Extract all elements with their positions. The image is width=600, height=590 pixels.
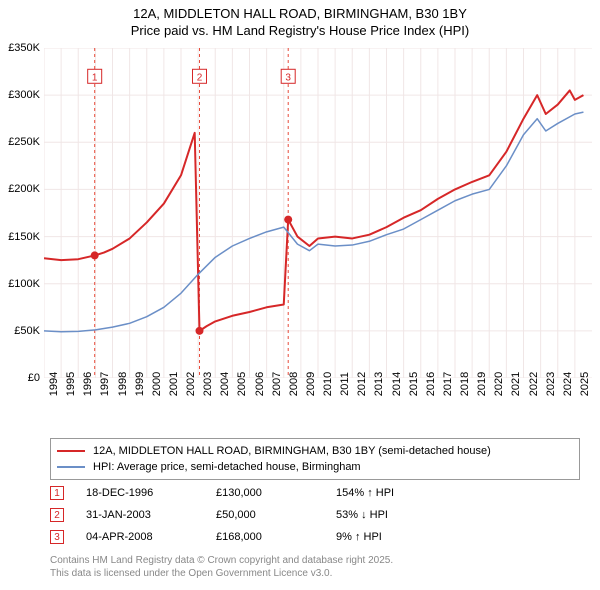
events-table: 1 18-DEC-1996 £130,000 154% ↑ HPI 2 31-J…	[50, 482, 456, 548]
xtick-label: 2011	[339, 372, 351, 396]
chart-container: 12A, MIDDLETON HALL ROAD, BIRMINGHAM, B3…	[0, 0, 600, 590]
legend-label-2: HPI: Average price, semi-detached house,…	[93, 461, 361, 473]
event-date-3: 04-APR-2008	[86, 531, 216, 543]
xtick-label: 2007	[271, 372, 283, 396]
svg-text:1: 1	[92, 72, 98, 83]
legend: 12A, MIDDLETON HALL ROAD, BIRMINGHAM, B3…	[50, 438, 580, 480]
xtick-label: 2017	[442, 372, 454, 396]
plot-area: 1 2 3	[44, 48, 592, 378]
footer-line-1: Contains HM Land Registry data © Crown c…	[50, 554, 393, 567]
xtick-label: 1994	[48, 372, 60, 396]
legend-label-1: 12A, MIDDLETON HALL ROAD, BIRMINGHAM, B3…	[93, 445, 491, 457]
xtick-label: 2019	[476, 372, 488, 396]
svg-text:3: 3	[285, 72, 291, 83]
xtick-label: 2018	[459, 372, 471, 396]
legend-swatch-2	[57, 466, 85, 468]
chart-svg: 1 2 3	[44, 48, 592, 378]
xtick-label: 2006	[254, 372, 266, 396]
event-hpi-3: 9% ↑ HPI	[336, 531, 456, 543]
event-date-2: 31-JAN-2003	[86, 509, 216, 521]
xtick-label: 2004	[219, 372, 231, 396]
event-marker-1: 1	[50, 486, 64, 500]
xtick-label: 2012	[356, 372, 368, 396]
xtick-label: 2023	[545, 372, 557, 396]
ytick-label: £50K	[0, 325, 40, 337]
xtick-label: 1996	[82, 372, 94, 396]
ytick-label: £300K	[0, 89, 40, 101]
footer-line-2: This data is licensed under the Open Gov…	[50, 567, 393, 580]
xtick-label: 2022	[528, 372, 540, 396]
legend-swatch-1	[57, 450, 85, 452]
ytick-label: £250K	[0, 136, 40, 148]
footer-attribution: Contains HM Land Registry data © Crown c…	[50, 554, 393, 580]
xtick-label: 2010	[322, 372, 334, 396]
event-date-1: 18-DEC-1996	[86, 487, 216, 499]
event-hpi-1: 154% ↑ HPI	[336, 487, 456, 499]
svg-text:2: 2	[197, 72, 203, 83]
xtick-label: 2002	[185, 372, 197, 396]
ytick-label: £350K	[0, 42, 40, 54]
xtick-label: 2020	[493, 372, 505, 396]
event-row-3: 3 04-APR-2008 £168,000 9% ↑ HPI	[50, 526, 456, 548]
event-marker-2: 2	[50, 508, 64, 522]
legend-item-price-paid: 12A, MIDDLETON HALL ROAD, BIRMINGHAM, B3…	[57, 443, 573, 459]
xtick-label: 2000	[151, 372, 163, 396]
xtick-label: 2024	[562, 372, 574, 396]
xtick-label: 2008	[288, 372, 300, 396]
xtick-label: 2016	[425, 372, 437, 396]
xtick-label: 1997	[99, 372, 111, 396]
event-marker-3: 3	[50, 530, 64, 544]
xtick-label: 2005	[236, 372, 248, 396]
chart-title: 12A, MIDDLETON HALL ROAD, BIRMINGHAM, B3…	[0, 0, 600, 40]
xtick-label: 1998	[117, 372, 129, 396]
ytick-label: £200K	[0, 183, 40, 195]
xtick-label: 2003	[202, 372, 214, 396]
xtick-label: 1999	[134, 372, 146, 396]
xtick-label: 2021	[510, 372, 522, 396]
legend-item-hpi: HPI: Average price, semi-detached house,…	[57, 459, 573, 475]
xtick-label: 2013	[373, 372, 385, 396]
event-row-1: 1 18-DEC-1996 £130,000 154% ↑ HPI	[50, 482, 456, 504]
ytick-label: £0	[0, 372, 40, 384]
event-price-3: £168,000	[216, 531, 336, 543]
xtick-label: 2014	[391, 372, 403, 396]
xtick-label: 2009	[305, 372, 317, 396]
ytick-label: £150K	[0, 231, 40, 243]
xtick-label: 1995	[65, 372, 77, 396]
title-line-2: Price paid vs. HM Land Registry's House …	[0, 23, 600, 40]
ytick-label: £100K	[0, 278, 40, 290]
event-row-2: 2 31-JAN-2003 £50,000 53% ↓ HPI	[50, 504, 456, 526]
event-price-1: £130,000	[216, 487, 336, 499]
title-line-1: 12A, MIDDLETON HALL ROAD, BIRMINGHAM, B3…	[0, 6, 600, 23]
xtick-label: 2001	[168, 372, 180, 396]
event-price-2: £50,000	[216, 509, 336, 521]
xtick-label: 2015	[408, 372, 420, 396]
xtick-label: 2025	[579, 372, 591, 396]
event-hpi-2: 53% ↓ HPI	[336, 509, 456, 521]
